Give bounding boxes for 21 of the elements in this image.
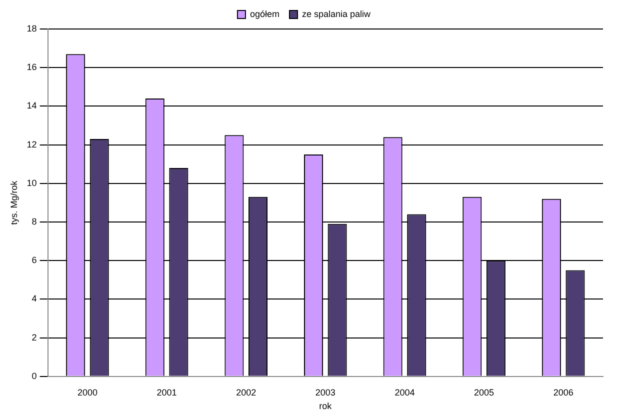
y-tick-label: 14	[26, 100, 37, 111]
x-tick-label: 2001	[156, 387, 177, 398]
x-tick-label: 2002	[236, 387, 256, 398]
y-tick-label: 6	[32, 255, 37, 266]
y-tick-label: 18	[26, 23, 37, 34]
y-tick-label: 16	[26, 62, 37, 72]
y-tick-label: 8	[32, 216, 37, 226]
x-tick-label: 2003	[315, 387, 336, 398]
x-tick-label: 2006	[553, 387, 574, 398]
x-tick-label: 2005	[474, 387, 494, 398]
y-axis-title: tys. Mg/rok	[8, 180, 19, 225]
legend-label: ogółem	[250, 8, 280, 19]
y-tick-label: 0	[32, 370, 37, 381]
y-tick-label: 12	[26, 139, 37, 150]
y-tick-label: 10	[26, 178, 37, 188]
x-tick-label: 2000	[77, 387, 98, 398]
legend-label: ze spalania paliw	[302, 8, 372, 19]
x-axis-title: rok	[319, 401, 332, 412]
x-tick-label: 2004	[394, 387, 415, 398]
y-tick-label: 4	[32, 294, 37, 304]
y-tick-label: 2	[32, 332, 37, 342]
